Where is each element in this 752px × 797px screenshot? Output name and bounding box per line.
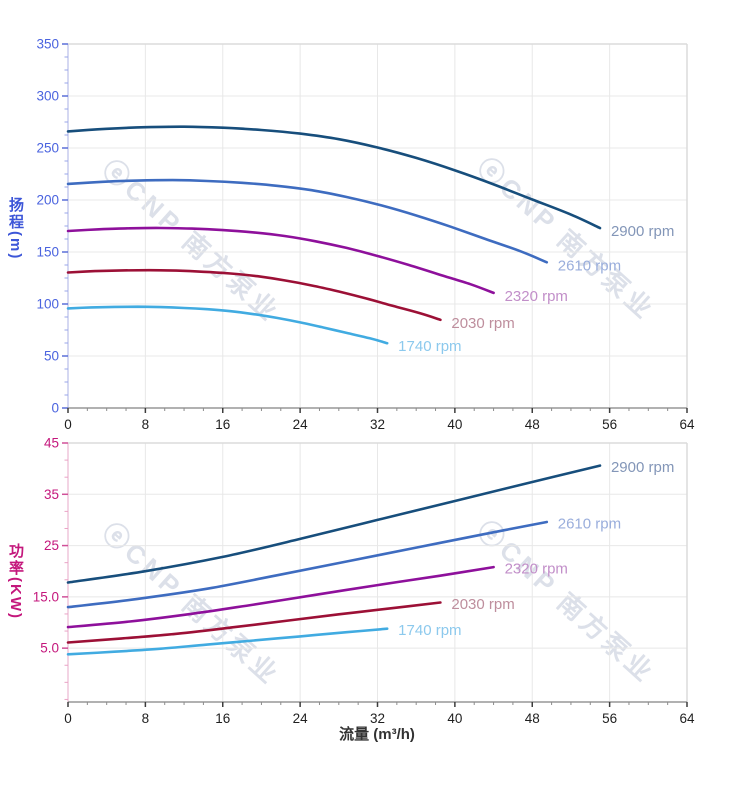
power-x-tick-label: 24: [293, 711, 309, 726]
power-x-tick-label: 64: [679, 711, 695, 726]
power-label-2610-rpm: 2610 rpm: [558, 515, 621, 532]
flow-x-axis-title: 流量 (m³/h): [339, 726, 415, 743]
power-label-2030-rpm: 2030 rpm: [451, 596, 514, 613]
power-label-2900-rpm: 2900 rpm: [611, 459, 674, 476]
head-x-tick-label: 64: [679, 417, 695, 432]
power-x-tick-label: 0: [64, 711, 72, 726]
head-y-axis-title: 扬程(m): [7, 197, 24, 261]
head-curve-1740-rpm: [66, 305, 389, 345]
head-y-tick-label: 100: [36, 297, 59, 312]
head-label-1740-rpm: 1740 rpm: [398, 338, 461, 355]
head-label-2320-rpm: 2320 rpm: [505, 288, 568, 305]
head-curve-2610-rpm: [66, 178, 549, 264]
power-curve-2030-rpm: [66, 601, 442, 644]
head-x-tick-label: 40: [447, 417, 462, 432]
head-y-tick-label: 250: [36, 141, 59, 156]
head-label-2030-rpm: 2030 rpm: [451, 315, 514, 332]
head-curve-2320-rpm: [66, 226, 495, 295]
power-x-tick-label: 32: [370, 711, 385, 726]
head-x-tick-label: 32: [370, 417, 385, 432]
head-curve-2030-rpm: [66, 268, 442, 322]
head-y-tick-label: 50: [44, 349, 59, 364]
head-x-tick-label: 48: [525, 417, 540, 432]
head-x-tick-label: 0: [64, 417, 72, 432]
power-curve-2900-rpm: [66, 464, 602, 584]
power-curve-2320-rpm: [66, 565, 495, 629]
head-y-tick-label: 200: [36, 193, 59, 208]
power-label-1740-rpm: 1740 rpm: [398, 622, 461, 639]
power-y-tick-label: 15.0: [33, 589, 59, 604]
power-curve-2610-rpm: [66, 520, 549, 609]
power-curve-1740-rpm: [66, 627, 389, 656]
power-y-tick-label: 25: [44, 538, 59, 553]
power-label-2320-rpm: 2320 rpm: [505, 561, 568, 578]
power-y-tick-label: 5.0: [40, 641, 59, 656]
head-label-2610-rpm: 2610 rpm: [558, 257, 621, 274]
power-chart: 5.0 15.0 25 35 45 0 8 16 24 32 40 48 56 64 2900 rpm 261…: [33, 436, 695, 727]
head-y-tick-label: 0: [51, 401, 59, 416]
head-y-tick-label: 150: [36, 245, 59, 260]
head-chart: 0 50 100 150 200 250 300 350 0 8 16 24 32 40 48 56 64 290…: [36, 37, 695, 433]
power-y-tick-label: 45: [44, 436, 59, 451]
power-y-tick-label: 35: [44, 487, 59, 502]
power-x-tick-label: 40: [447, 711, 462, 726]
head-x-tick-label: 16: [215, 417, 230, 432]
power-y-axis-title: 功率(KW): [7, 543, 24, 620]
head-y-tick-label: 300: [36, 89, 59, 104]
power-x-tick-label: 16: [215, 711, 230, 726]
head-label-2900-rpm: 2900 rpm: [611, 223, 674, 240]
power-x-tick-label: 8: [142, 711, 150, 726]
power-x-tick-label: 48: [525, 711, 540, 726]
head-y-tick-label: 350: [36, 37, 59, 52]
power-x-tick-label: 56: [602, 711, 617, 726]
head-x-tick-label: 8: [142, 417, 150, 432]
head-x-tick-label: 24: [293, 417, 309, 432]
head-x-tick-label: 56: [602, 417, 617, 432]
head-curve-2900-rpm: [66, 125, 602, 230]
